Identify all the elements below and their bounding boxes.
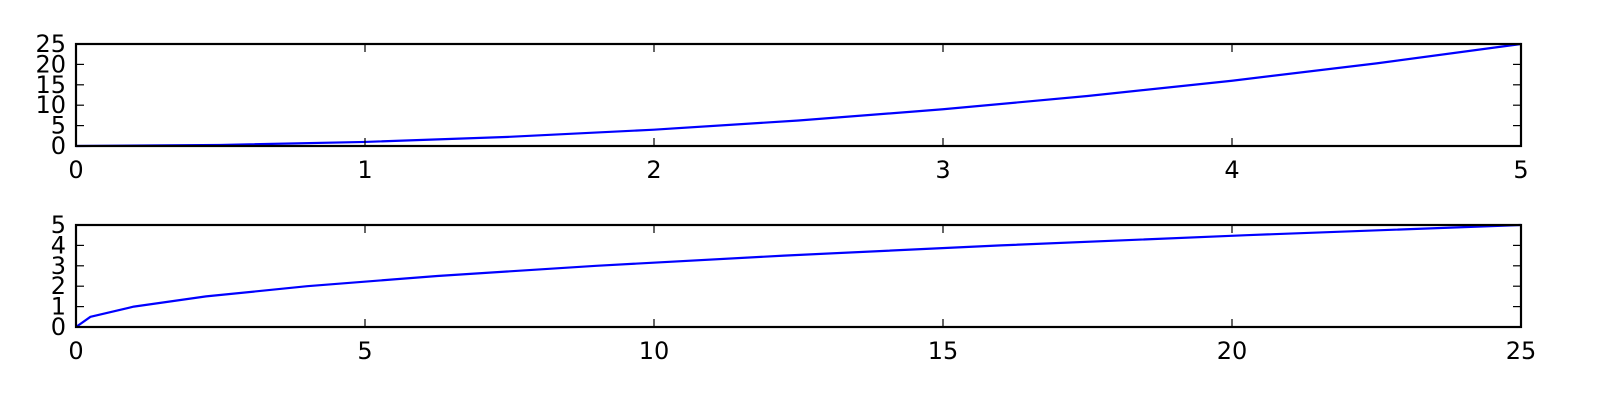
plot-bottom-x-tick-label: 0 xyxy=(68,337,83,365)
plot-bottom-y-tick-label: 5 xyxy=(51,211,66,239)
plot-top-y-tick-label: 0 xyxy=(51,132,66,160)
plot-top-x-tick-label: 5 xyxy=(1513,156,1528,184)
plot-top-x-tick-label: 3 xyxy=(935,156,950,184)
plot-top-x-tick-label: 4 xyxy=(1224,156,1239,184)
plot-top-y-tick-label: 15 xyxy=(35,71,66,99)
plot-bottom-y-tick-label: 1 xyxy=(51,293,66,321)
plot-bottom-y-tick-label: 4 xyxy=(51,231,66,259)
plot-bottom-y-tick-label: 0 xyxy=(51,313,66,341)
plot-bottom-x-tick-label: 15 xyxy=(928,337,959,365)
plot-bottom-x-tick-label: 10 xyxy=(639,337,670,365)
plot-top-x-tick-label: 0 xyxy=(68,156,83,184)
plot-bottom-series-line xyxy=(75,223,1522,328)
plot-bottom-y-tick-label: 3 xyxy=(51,252,66,280)
plot-top-frame xyxy=(74,42,1523,148)
plot-top-series-line xyxy=(75,42,1522,148)
plot-bottom-y-tick-label: 2 xyxy=(51,272,66,300)
plot-top-y-tick-label: 20 xyxy=(35,50,66,78)
plot-bottom-x-tick-label: 20 xyxy=(1217,337,1248,365)
plot-top-x-tick-label: 2 xyxy=(646,156,661,184)
plot-top-y-tick-label: 25 xyxy=(35,30,66,58)
plot-top-y-tick-label: 10 xyxy=(35,91,66,119)
plot-bottom-x-tick-label: 5 xyxy=(357,337,372,365)
plot-bottom-x-tick-label: 25 xyxy=(1506,337,1537,365)
plot-top-y-tick-label: 5 xyxy=(51,112,66,140)
plot-bottom-frame xyxy=(74,223,1523,329)
plot-top-x-tick-label: 1 xyxy=(357,156,372,184)
